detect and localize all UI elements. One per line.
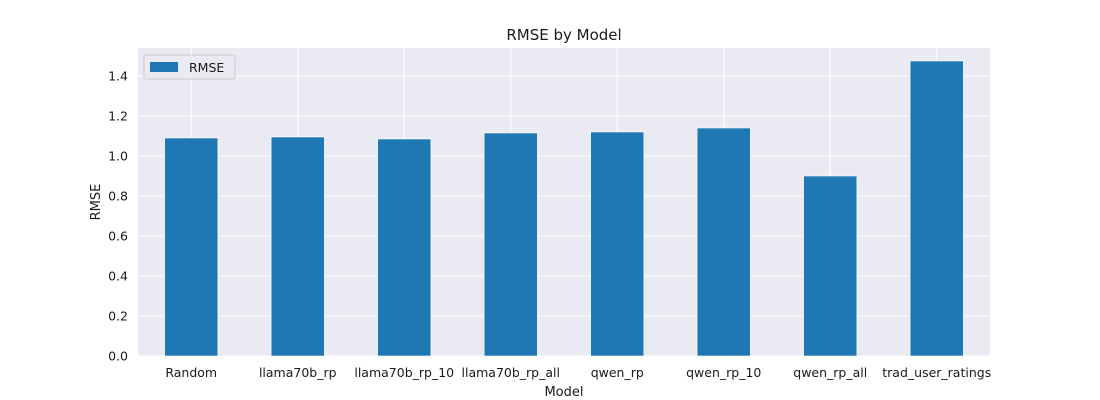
x-tick-label: qwen_rp [591, 365, 644, 380]
x-tick-label: llama70b_rp [259, 365, 337, 380]
bar-llama70b_rp_all [483, 132, 538, 357]
y-tick-label: 0.2 [108, 309, 128, 324]
plot-area [138, 48, 990, 356]
y-tick-label: 0.4 [108, 269, 128, 284]
bar-trad_user_ratings [909, 60, 964, 357]
bars [164, 60, 964, 357]
x-axis-label: Model [544, 385, 583, 400]
y-tick-label: 1.4 [108, 69, 128, 84]
legend-swatch [150, 62, 178, 72]
bar-qwen_rp_all [803, 175, 858, 357]
legend-box [143, 54, 236, 80]
y-tick-label: 0.8 [108, 189, 128, 204]
x-tick-label: qwen_rp_all [793, 365, 867, 380]
legend: RMSE [143, 54, 236, 80]
chart-title: RMSE by Model [506, 26, 621, 44]
y-tick-labels: 0.0 0.2 0.4 0.6 0.8 1.0 1.2 1.4 [108, 69, 128, 364]
y-tick-label: 0.0 [108, 349, 128, 364]
y-tick-label: 0.6 [108, 229, 128, 244]
y-tick-label: 1.0 [108, 149, 128, 164]
x-tick-label: Random [165, 365, 217, 380]
bar-llama70b_rp_10 [377, 138, 432, 357]
bar-llama70b_rp [270, 136, 325, 357]
x-tick-label: llama70b_rp_all [462, 365, 560, 380]
bar-qwen_rp [590, 131, 645, 357]
legend-label: RMSE [189, 60, 224, 75]
x-tick-labels: Random llama70b_rp llama70b_rp_10 llama70b_… [165, 365, 991, 380]
x-tick-label: qwen_rp_10 [686, 365, 761, 380]
x-tick-label: llama70b_rp_10 [354, 365, 454, 380]
y-tick-label: 1.2 [108, 109, 128, 124]
bar-Random [164, 137, 219, 357]
y-axis-label: RMSE [89, 184, 104, 221]
x-tick-label: trad_user_ratings [882, 365, 991, 380]
bar-qwen_rp_10 [696, 127, 751, 357]
